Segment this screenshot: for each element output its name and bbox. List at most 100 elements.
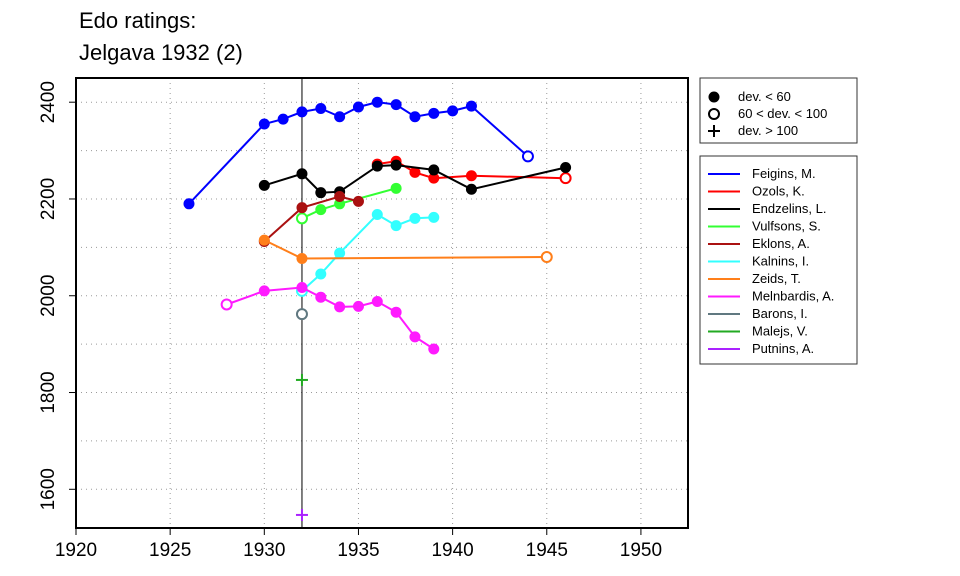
y-tick-label: 2200 <box>38 178 59 220</box>
marker-legend-label: dev. < 60 <box>738 89 791 104</box>
data-point <box>428 211 440 223</box>
x-tick-label: 1945 <box>526 540 568 561</box>
data-point <box>296 282 308 294</box>
x-tick-label: 1935 <box>337 540 379 561</box>
x-tick-label: 1940 <box>431 540 473 561</box>
series-legend-label: Endzelins, L. <box>752 201 826 216</box>
data-point <box>258 285 270 297</box>
series-melnbardis-a <box>220 282 440 355</box>
data-point <box>258 179 270 191</box>
data-point <box>296 252 308 264</box>
x-tick-label: 1920 <box>55 540 97 561</box>
data-point <box>560 162 572 174</box>
data-point <box>295 508 308 521</box>
data-point <box>220 298 233 311</box>
data-point <box>371 96 383 108</box>
data-point <box>447 105 459 117</box>
data-point <box>390 159 402 171</box>
marker-legend-symbol <box>708 125 720 137</box>
y-tick-label: 2000 <box>38 275 59 317</box>
series-line <box>301 213 434 292</box>
data-point <box>296 168 308 180</box>
series-line <box>301 187 397 220</box>
data-point <box>390 99 402 111</box>
chart-subtitle: Jelgava 1932 (2) <box>79 40 243 65</box>
data-point <box>334 247 346 259</box>
series-endzelins-l <box>258 159 572 199</box>
y-tick-label: 2400 <box>38 81 59 123</box>
plot-frame <box>75 77 689 529</box>
series-line <box>263 195 359 243</box>
axis-layer: 1920 1925 1930 1935 1940 1945 1950 1600 1800 2000… <box>38 81 662 561</box>
data-point <box>295 212 308 225</box>
series-legend-label: Kalnins, I. <box>752 254 809 269</box>
data-point <box>371 296 383 308</box>
data-point <box>371 208 383 220</box>
marker-legend-label: 60 < dev. < 100 <box>738 106 827 121</box>
series-feigins-m <box>183 96 534 210</box>
data-point <box>521 150 534 163</box>
series-zeids-t <box>258 234 553 264</box>
data-point <box>540 251 553 264</box>
data-point <box>315 204 327 216</box>
series-malejs-v <box>295 373 308 386</box>
data-point <box>258 118 270 130</box>
x-tick-label: 1925 <box>149 540 191 561</box>
series-legend-label: Zeids, T. <box>752 271 801 286</box>
series-legend-label: Feigins, M. <box>752 166 816 181</box>
series-legend-label: Malejs, V. <box>752 324 808 339</box>
series-ozols-k <box>371 155 572 185</box>
x-tick-label: 1950 <box>620 540 662 561</box>
data-point <box>258 234 270 246</box>
legend-layer: dev. < 60 60 < dev. < 100 dev. > 100 Feigin… <box>699 77 858 365</box>
data-point <box>352 195 364 207</box>
marker-legend-box <box>699 77 858 144</box>
data-point <box>428 343 440 355</box>
data-point <box>315 102 327 114</box>
series-line <box>226 286 435 350</box>
series-kalnins-i <box>295 208 440 297</box>
series-putnins-a <box>295 508 308 521</box>
chart-title: Edo ratings: <box>79 8 197 33</box>
data-point <box>295 308 308 321</box>
series-barons-i <box>295 308 308 321</box>
data-point <box>371 160 383 172</box>
series-legend: Feigins, M. Ozols, K. Endzelins, L. Vulfson… <box>699 155 858 365</box>
data-point <box>352 300 364 312</box>
data-point <box>334 111 346 123</box>
data-point <box>559 172 572 185</box>
data-point <box>334 191 346 203</box>
series-legend-label: Barons, I. <box>752 306 808 321</box>
data-point <box>315 268 327 280</box>
series-legend-label: Putnins, A. <box>752 341 814 356</box>
data-point <box>465 170 477 182</box>
data-point <box>409 212 421 224</box>
series-legend-label: Vulfsons, S. <box>752 219 821 234</box>
data-point <box>390 220 402 232</box>
data-point <box>390 182 402 194</box>
x-tick-label: 1930 <box>243 540 285 561</box>
data-point <box>465 183 477 195</box>
y-tick-label: 1600 <box>38 468 59 510</box>
data-point <box>390 306 402 318</box>
data-point <box>428 164 440 176</box>
data-point <box>315 291 327 303</box>
data-point <box>296 106 308 118</box>
data-point <box>409 111 421 123</box>
marker-legend-symbol <box>708 108 720 120</box>
series-legend-label: Ozols, K. <box>752 184 805 199</box>
data-point <box>352 101 364 113</box>
data-point <box>183 198 195 210</box>
series-legend-label: Eklons, A. <box>752 236 810 251</box>
series-vulfsons-s <box>295 182 402 225</box>
data-point <box>295 373 308 386</box>
data-point <box>465 100 477 112</box>
marker-legend-symbol <box>708 91 720 103</box>
marker-legend: dev. < 60 60 < dev. < 100 dev. > 100 <box>699 77 858 144</box>
data-point <box>334 301 346 313</box>
data-point <box>315 187 327 199</box>
series-legend-label: Melnbardis, A. <box>752 289 834 304</box>
data-point <box>296 202 308 214</box>
y-tick-label: 1800 <box>38 371 59 413</box>
